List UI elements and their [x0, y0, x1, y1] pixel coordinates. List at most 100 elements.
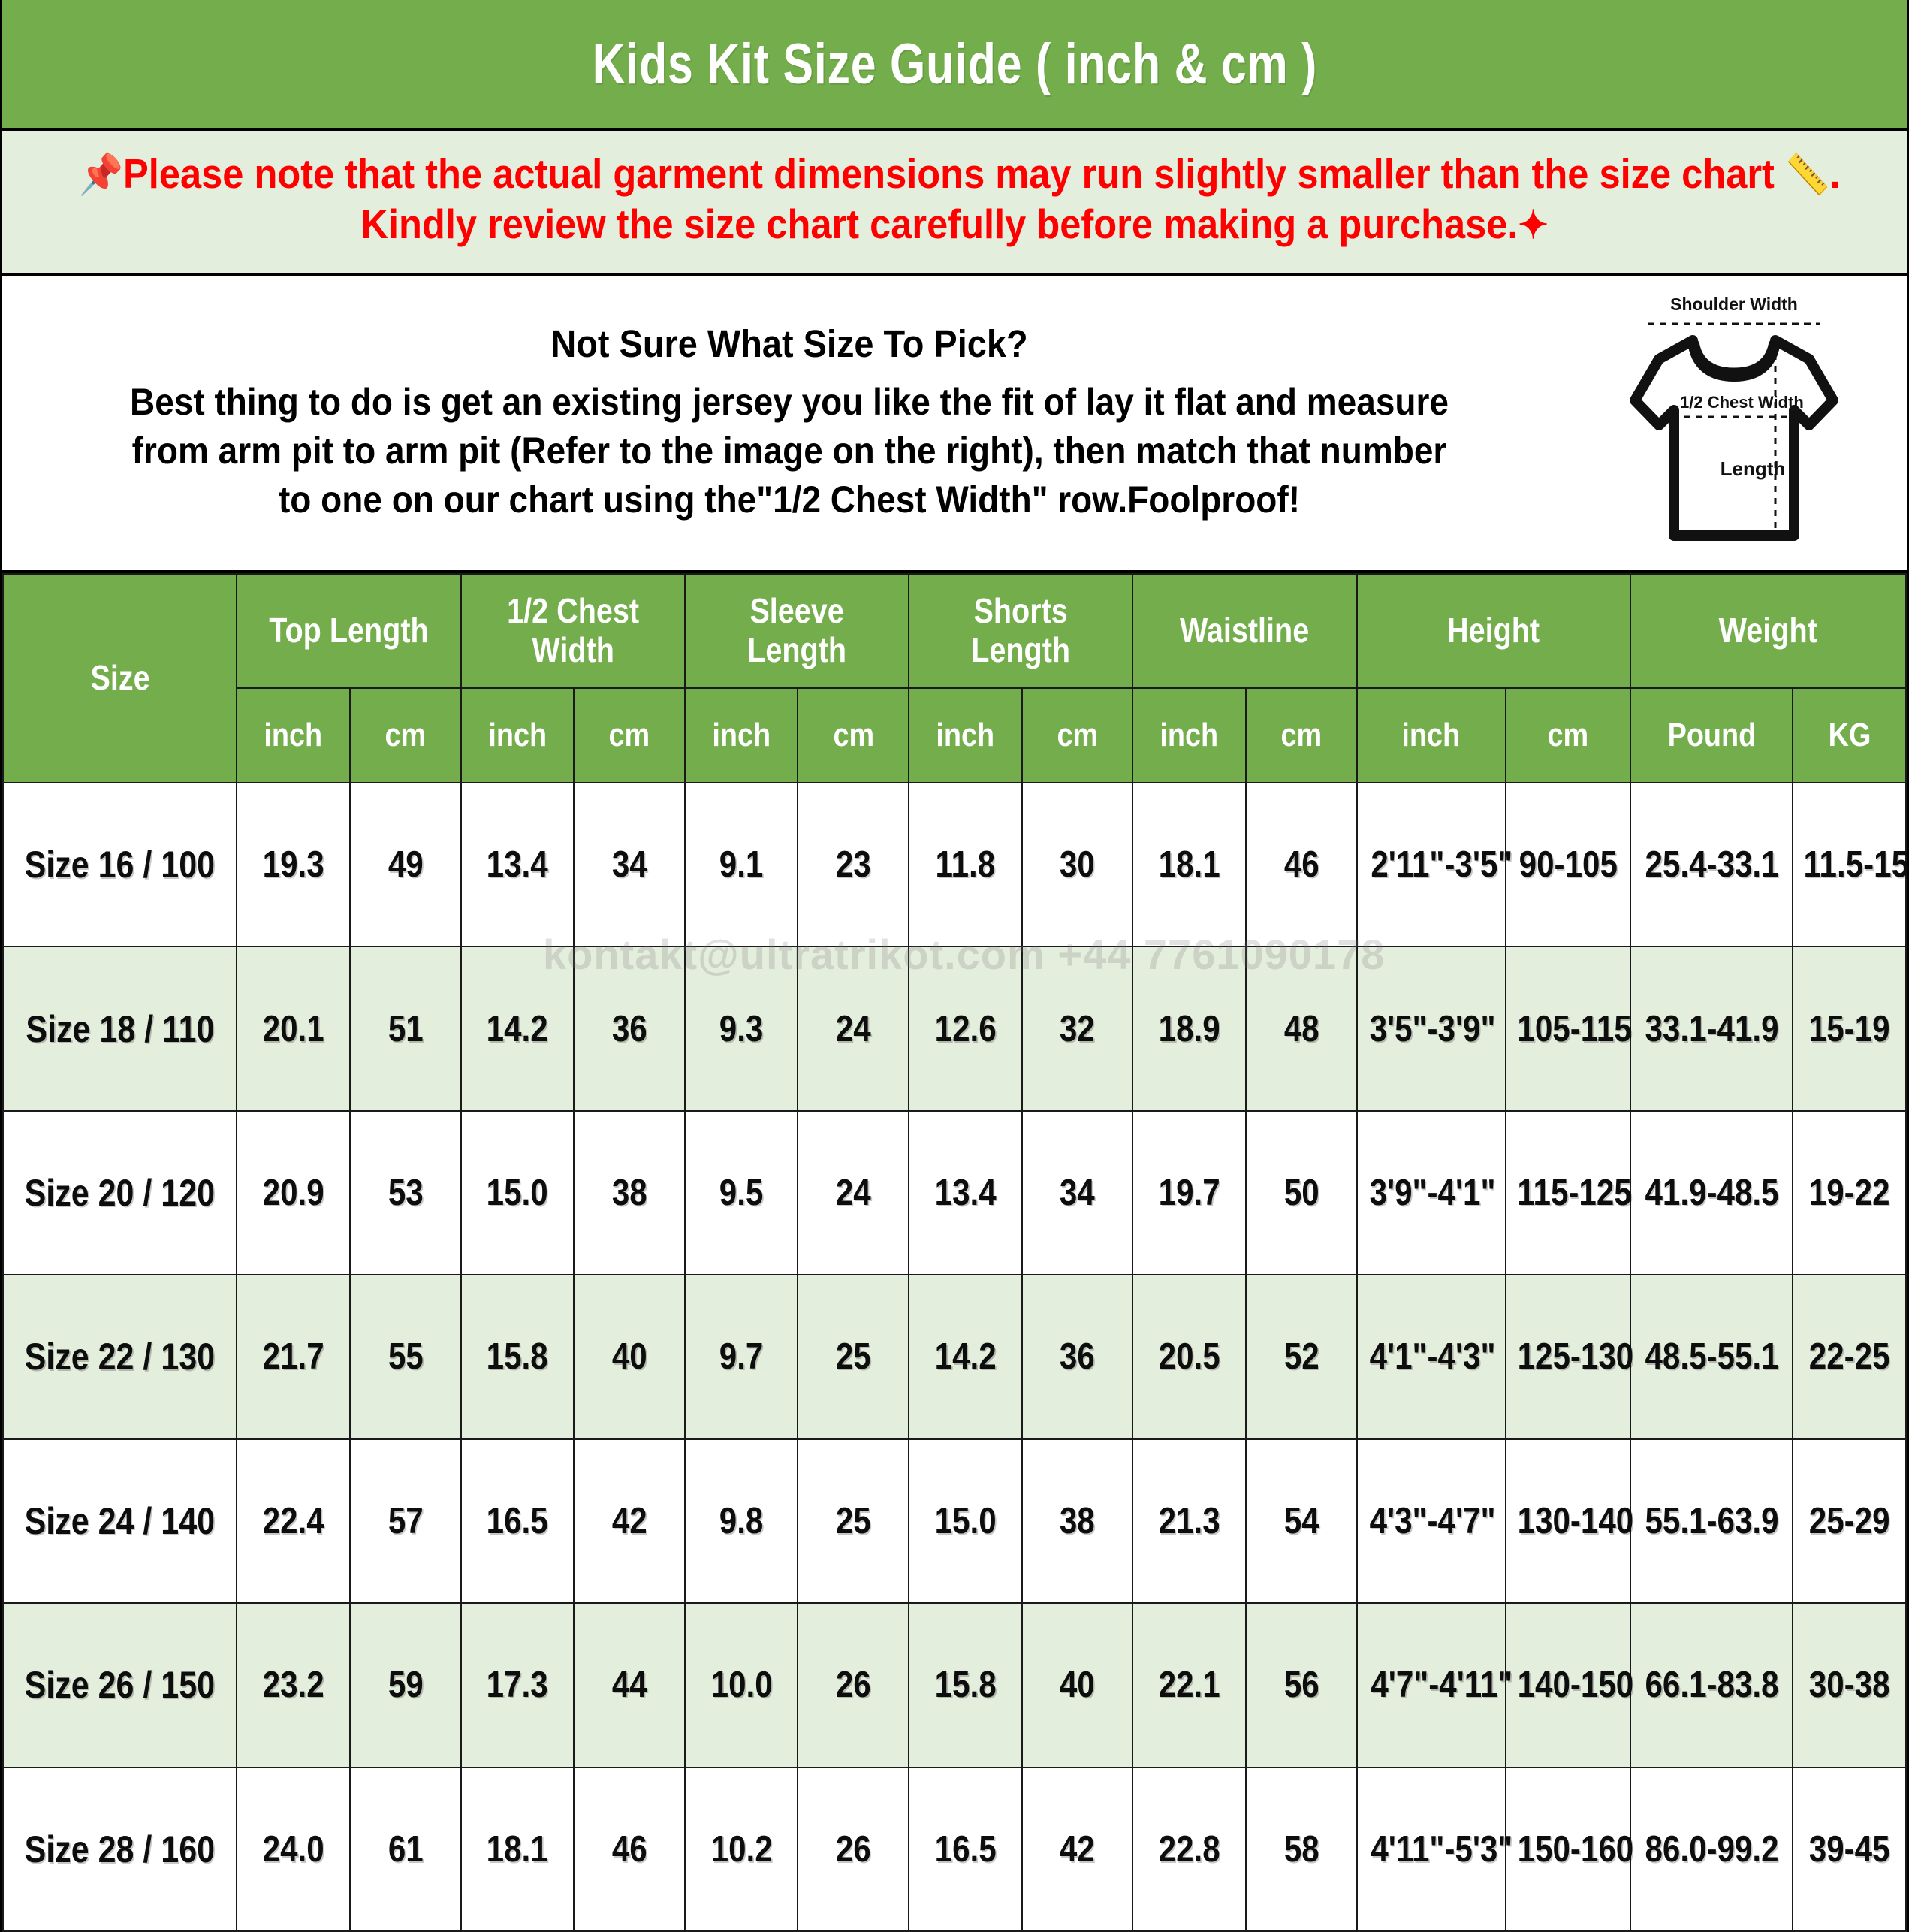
cell-size: Size 26 / 150: [2, 1602, 238, 1768]
cell-top-length-inch: 21.7: [236, 1274, 351, 1440]
cell-height-inch: 4'3"-4'7": [1356, 1438, 1506, 1604]
table-row: Size 18 / 110 20.1 51 14.2 36 9.3 24 12.6 32 18.9…: [2, 946, 1907, 1112]
cell-chest-inch: 17.3: [460, 1602, 575, 1768]
cell-weight-kg: 30-38: [1792, 1602, 1907, 1768]
cell-shorts-inch: 13.4: [908, 1109, 1023, 1276]
cell-chest-inch: 18.1: [460, 1766, 575, 1932]
col-unit-waist-inch: inch: [1132, 687, 1247, 783]
cell-top-length-inch: 24.0: [236, 1766, 351, 1932]
cell-weight-kg: 25-29: [1792, 1438, 1907, 1604]
cell-sleeve-inch: 10.0: [683, 1602, 799, 1768]
cell-waist-cm: 50: [1244, 1109, 1358, 1276]
cell-chest-inch: 13.4: [460, 781, 575, 948]
info-text-block: Not Sure What Size To Pick? Best thing t…: [2, 321, 1584, 524]
cell-chest-cm: 38: [573, 1109, 686, 1276]
cell-waist-cm: 54: [1244, 1438, 1358, 1604]
cell-height-cm: 90-105: [1504, 781, 1631, 948]
tshirt-diagram: Shoulder Width 1/2 Chest Width Length: [1584, 284, 1907, 562]
cell-height-inch: 2'11"-3'5": [1356, 781, 1512, 948]
notice-text-1: Please note that the actual garment dime…: [123, 150, 1785, 197]
size-table: Size Top Length 1/2 Chest Width Sleeve L…: [2, 572, 1909, 1932]
col-unit-sleeve-cm: cm: [797, 687, 910, 783]
cell-weight-pound: 86.0-99.2: [1629, 1766, 1794, 1932]
ruler-icon: 📏: [1784, 153, 1830, 197]
cell-sleeve-cm: 26: [797, 1602, 910, 1768]
cell-top-length-cm: 59: [348, 1602, 462, 1768]
table-group-header-row: Size Top Length 1/2 Chest Width Sleeve L…: [2, 572, 1907, 783]
col-group-waistline: Waistline: [1132, 572, 1358, 689]
cell-chest-cm: 46: [573, 1766, 686, 1932]
cell-sleeve-inch: 9.7: [683, 1274, 799, 1440]
cell-size: Size 22 / 130: [2, 1274, 238, 1440]
cell-weight-pound: 66.1-83.8: [1629, 1602, 1794, 1768]
length-label: Length: [1721, 457, 1786, 480]
cell-height-inch: 3'5"-3'9": [1356, 946, 1506, 1112]
col-group-weight: Weight: [1629, 572, 1907, 689]
notice-line-1: 📌Please note that the actual garment dim…: [78, 149, 1840, 199]
cell-shorts-cm: 38: [1021, 1438, 1134, 1604]
info-panel: Not Sure What Size To Pick? Best thing t…: [2, 275, 1907, 573]
col-unit-weight-pound: Pound: [1629, 687, 1794, 783]
cell-shorts-inch: 12.6: [908, 946, 1023, 1112]
cell-waist-inch: 22.8: [1132, 1766, 1247, 1932]
cell-weight-pound: 48.5-55.1: [1629, 1274, 1794, 1440]
cell-sleeve-inch: 9.8: [683, 1438, 799, 1604]
cell-size: Size 18 / 110: [2, 946, 238, 1112]
cell-weight-pound: 25.4-33.1: [1629, 781, 1794, 948]
pushpin-icon: 📌: [78, 153, 124, 197]
cell-top-length-cm: 53: [348, 1109, 462, 1276]
cell-weight-kg: 39-45: [1792, 1766, 1907, 1932]
cell-size: Size 20 / 120: [2, 1109, 238, 1276]
cell-weight-pound: 41.9-48.5: [1629, 1109, 1794, 1276]
cell-sleeve-cm: 23: [797, 781, 910, 948]
cell-chest-inch: 15.0: [460, 1109, 575, 1276]
info-body-line-2: from arm pit to arm pit (Refer to the im…: [131, 429, 1447, 472]
notice-text-1-end: .: [1829, 150, 1841, 197]
table-row: Size 16 / 100 19.3 49 13.4 34 9.1 23 11.8 30 18.1…: [2, 781, 1909, 948]
page-title: Kids Kit Size Guide ( inch & cm ): [592, 32, 1317, 96]
size-table-wrap: Size Top Length 1/2 Chest Width Sleeve L…: [2, 572, 1909, 1932]
cell-shorts-cm: 36: [1021, 1274, 1134, 1440]
cell-sleeve-cm: 24: [797, 1109, 910, 1276]
cell-chest-cm: 44: [573, 1602, 686, 1768]
cell-height-cm: 125-130: [1504, 1274, 1633, 1440]
cell-sleeve-cm: 25: [797, 1274, 910, 1440]
cell-top-length-inch: 20.9: [236, 1109, 351, 1276]
cell-chest-inch: 16.5: [460, 1438, 575, 1604]
cell-weight-kg: 22-25: [1792, 1274, 1907, 1440]
cell-waist-inch: 19.7: [1132, 1109, 1247, 1276]
col-group-top-length: Top Length: [236, 572, 462, 689]
table-row: Size 24 / 140 22.4 57 16.5 42 9.8 25 15.0 38 21.3…: [2, 1438, 1907, 1604]
cell-shorts-cm: 30: [1021, 781, 1134, 948]
notice-text-2: Kindly review the size chart carefully b…: [360, 201, 1518, 248]
cell-waist-cm: 56: [1244, 1602, 1358, 1768]
info-heading: Not Sure What Size To Pick?: [550, 321, 1028, 365]
col-unit-sleeve-inch: inch: [683, 687, 799, 783]
cell-sleeve-inch: 10.2: [683, 1766, 799, 1932]
cell-shorts-inch: 16.5: [908, 1766, 1023, 1932]
col-unit-chest-cm: cm: [573, 687, 686, 783]
cell-top-length-inch: 23.2: [236, 1602, 351, 1768]
cell-height-cm: 115-125: [1504, 1109, 1631, 1276]
col-unit-top-length-cm: cm: [348, 687, 462, 783]
table-row: Size 20 / 120 20.9 53 15.0 38 9.5 24 13.4 34 19.7…: [2, 1109, 1907, 1276]
table-row: Size 26 / 150 23.2 59 17.3 44 10.0 26 15.8 40 22.…: [2, 1602, 1907, 1768]
cell-height-inch: 4'7"-4'11": [1356, 1602, 1512, 1768]
cell-shorts-cm: 32: [1021, 946, 1134, 1112]
cell-height-cm: 130-140: [1504, 1438, 1633, 1604]
cell-weight-pound: 33.1-41.9: [1629, 946, 1794, 1112]
cell-waist-inch: 18.9: [1132, 946, 1247, 1112]
cell-top-length-cm: 49: [348, 781, 462, 948]
notice-panel: 📌Please note that the actual garment dim…: [2, 131, 1907, 276]
cell-chest-inch: 14.2: [460, 946, 575, 1112]
cell-waist-inch: 22.1: [1132, 1602, 1247, 1768]
cell-height-inch: 3'9"-4'1": [1356, 1109, 1506, 1276]
tshirt-measurement-svg: Shoulder Width 1/2 Chest Width Length: [1630, 294, 1838, 541]
cell-weight-pound: 55.1-63.9: [1629, 1438, 1794, 1604]
cell-top-length-inch: 22.4: [236, 1438, 351, 1604]
cell-waist-inch: 20.5: [1132, 1274, 1247, 1440]
cell-height-cm: 105-115: [1504, 946, 1631, 1112]
cell-chest-inch: 15.8: [460, 1274, 575, 1440]
cell-size: Size 28 / 160: [2, 1766, 238, 1932]
tshirt-neckline: [1690, 340, 1778, 376]
